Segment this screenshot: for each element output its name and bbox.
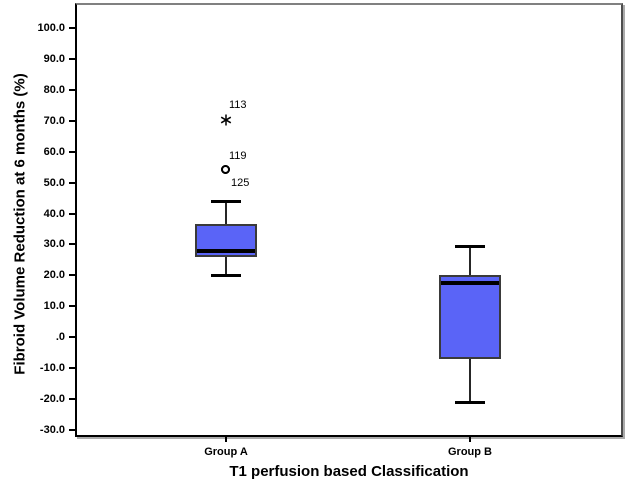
x-axis-tick [225, 437, 227, 442]
y-axis-tick [69, 429, 76, 431]
box [439, 275, 501, 359]
x-axis-category-label: Group B [448, 446, 492, 458]
y-axis-tick-label: 60.0 [43, 146, 65, 158]
y-axis-tick-label: 20.0 [43, 269, 65, 281]
outlier-case-label: 113 [229, 99, 247, 111]
y-axis-tick-label: 100.0 [37, 22, 65, 34]
x-axis-tick [469, 437, 471, 442]
y-axis-tick-label: 50.0 [43, 177, 65, 189]
y-axis-tick [69, 274, 76, 276]
plot-area [75, 3, 623, 437]
x-axis-title: T1 perfusion based Classification [229, 463, 469, 480]
y-axis-tick [69, 243, 76, 245]
whisker-cap-top [211, 200, 241, 203]
y-axis-tick [69, 58, 76, 60]
y-axis-tick [69, 89, 76, 91]
y-axis-tick-label: 30.0 [43, 238, 65, 250]
whisker-cap-bottom [211, 274, 241, 277]
y-axis-tick [69, 213, 76, 215]
outlier-marker-circle [221, 165, 230, 174]
y-axis-tick [69, 305, 76, 307]
x-axis-category-label: Group A [204, 446, 248, 458]
median-line [197, 249, 255, 253]
y-axis-tick-label: 10.0 [43, 300, 65, 312]
y-axis-tick-label: 70.0 [43, 115, 65, 127]
y-axis-tick [69, 336, 76, 338]
y-axis-tick-label: 40.0 [43, 208, 65, 220]
y-axis-tick [69, 151, 76, 153]
y-axis-tick-label: -10.0 [39, 362, 65, 374]
y-axis-tick [69, 182, 76, 184]
y-axis-tick-label: 90.0 [43, 53, 65, 65]
median-line [441, 281, 499, 285]
whisker-cap-bottom [455, 401, 485, 404]
outlier-case-label: 119 [229, 150, 247, 162]
whisker-cap-top [455, 245, 485, 248]
outlier-marker-star [220, 113, 232, 126]
y-axis-tick [69, 367, 76, 369]
outlier-case-label: 125 [231, 177, 250, 189]
y-axis-tick-label: -30.0 [39, 424, 65, 436]
y-axis-tick [69, 27, 76, 29]
y-axis-tick [69, 120, 76, 122]
y-axis-tick-label: .0 [55, 331, 65, 343]
y-axis-tick [69, 398, 76, 400]
y-axis-tick-label: 80.0 [43, 84, 65, 96]
y-axis-tick-label: -20.0 [39, 393, 65, 405]
